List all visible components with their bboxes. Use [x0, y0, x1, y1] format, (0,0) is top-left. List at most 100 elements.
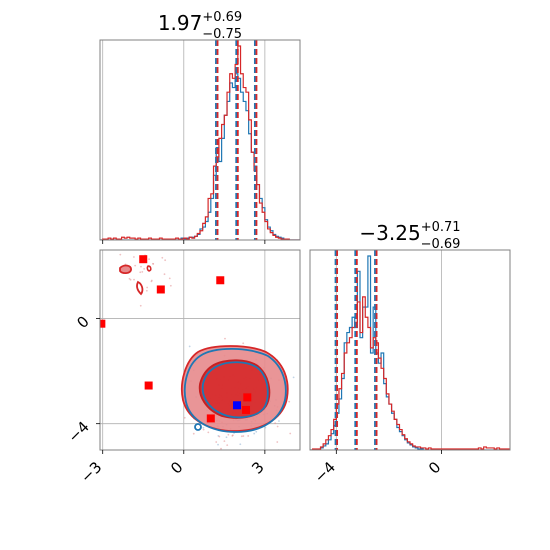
sample-point — [207, 431, 210, 434]
contour-series1-outer — [183, 348, 287, 433]
contour-series1-inner — [201, 361, 269, 419]
sample-point — [225, 436, 228, 439]
outlier-point — [139, 255, 148, 264]
sample-point — [218, 435, 221, 438]
sample-point — [169, 284, 172, 287]
outlier-point — [100, 319, 106, 328]
sample-point — [183, 416, 186, 419]
sample-point — [139, 304, 142, 307]
sample-point — [145, 289, 148, 292]
sample-point — [253, 432, 256, 435]
histogram-param2-series1 — [310, 255, 510, 450]
sample-point — [227, 433, 230, 436]
sample-point — [292, 376, 295, 379]
sample-point — [247, 435, 250, 437]
contour-series1-blob — [194, 423, 202, 431]
center-marker-series1 — [233, 401, 242, 410]
gridlines-param1 — [102, 40, 266, 240]
sample-point — [239, 443, 242, 446]
sample-point — [148, 258, 150, 261]
outlier-point — [219, 234, 227, 242]
sample-point — [224, 337, 226, 340]
contour-series2-blob-1 — [119, 264, 132, 275]
tick-label-x: 0 — [167, 458, 186, 477]
ticks-param1-marginal — [102, 240, 266, 244]
sample-point — [276, 425, 279, 428]
sample-point — [202, 428, 205, 431]
param1-title-median: 1.97 — [158, 11, 203, 35]
sample-point — [220, 452, 222, 454]
tick-label-y: −4 — [64, 418, 92, 446]
sample-point — [141, 270, 144, 273]
sample-point — [134, 264, 137, 267]
outlier-point — [156, 285, 165, 294]
sample-point — [192, 432, 195, 435]
quantile-lines-param2 — [334, 250, 378, 450]
sample-point — [150, 280, 153, 283]
histogram-param1-series2 — [100, 45, 300, 240]
histogram-param2-series2 — [310, 296, 510, 450]
outlier-points-series2 — [100, 234, 252, 423]
joint-panel-frame — [99, 249, 301, 451]
contours-series1 — [183, 348, 287, 433]
sample-point — [242, 342, 245, 345]
marginal-panel-param2-frame — [309, 249, 511, 451]
sample-point — [326, 395, 328, 397]
tick-label-x: 0 — [425, 458, 444, 477]
marginal-panel-param2: −4 0 — [309, 249, 511, 486]
histogram-param1-series1 — [100, 73, 300, 240]
param2-title-median: −3.25 — [359, 221, 420, 245]
sample-point — [289, 432, 292, 435]
outlier-point — [206, 414, 215, 423]
sample-point — [133, 278, 135, 281]
sample-point — [161, 256, 164, 259]
sample-point — [226, 444, 229, 447]
sample-point — [276, 441, 279, 443]
sample-point — [119, 253, 122, 256]
outlier-point — [216, 276, 225, 285]
sample-point — [128, 277, 131, 280]
sample-point — [152, 263, 155, 265]
contour-series2-blob-3 — [146, 265, 152, 272]
sample-point — [146, 286, 149, 289]
sample-point — [143, 267, 146, 270]
sample-point — [139, 271, 142, 274]
contour-series2-blob-2 — [136, 280, 144, 296]
sample-point — [90, 302, 92, 304]
param1-title-plus: +0.69 — [202, 10, 242, 25]
sample-point — [163, 273, 166, 276]
sample-point — [164, 259, 167, 262]
quantile-lines-param1 — [215, 40, 258, 240]
sample-point — [188, 345, 191, 348]
param1-title: 1.97+0.69 −0.75 — [158, 10, 242, 42]
tick-label-x: −3 — [77, 458, 105, 486]
param2-title-minus: −0.69 — [421, 237, 461, 252]
sample-point — [274, 422, 277, 425]
sample-point — [215, 441, 218, 443]
param2-title: −3.25+0.71 −0.69 — [359, 220, 460, 252]
sample-point — [251, 450, 253, 452]
tick-label-x: 3 — [248, 458, 267, 477]
sample-point — [168, 277, 171, 280]
sample-point — [255, 430, 258, 433]
center-marker-series2 — [242, 405, 251, 414]
param1-title-minus: −0.75 — [202, 27, 242, 42]
joint-panel: −3 0 3 −4 0 — [64, 234, 328, 486]
sample-point — [278, 420, 280, 422]
sample-point — [217, 443, 219, 446]
sample-point — [220, 447, 222, 450]
outlier-point — [144, 381, 153, 390]
sample-point — [264, 426, 267, 429]
tick-label-x: −4 — [311, 458, 339, 486]
outlier-point — [243, 393, 252, 402]
sample-point — [288, 400, 291, 403]
tick-label-y: 0 — [73, 313, 92, 332]
sample-point — [140, 265, 142, 268]
sample-point — [202, 426, 205, 429]
sample-point — [242, 435, 245, 437]
marginal-panel-param1 — [99, 39, 301, 244]
sample-point — [231, 434, 234, 437]
gridlines-param2 — [335, 250, 442, 450]
ticks-param2-marginal: −4 0 — [311, 450, 444, 486]
